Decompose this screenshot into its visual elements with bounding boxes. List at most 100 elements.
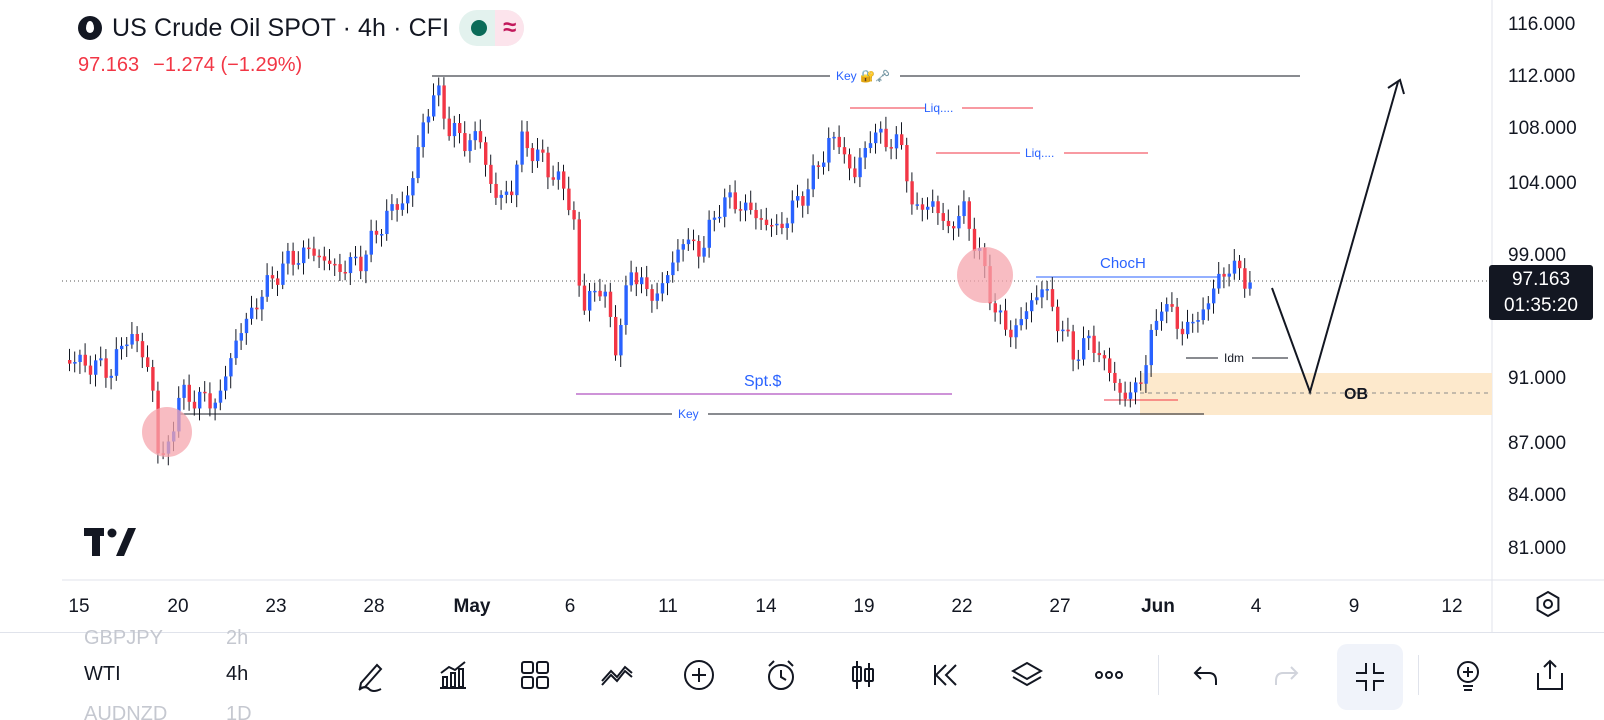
redo-button[interactable] bbox=[1265, 653, 1309, 697]
watchlist-item[interactable]: AUDNZD 1D bbox=[84, 703, 252, 720]
candle-body bbox=[546, 152, 550, 178]
symbol-title[interactable]: US Crude Oil SPOT · 4h · CFI bbox=[112, 13, 450, 42]
candle-body bbox=[520, 131, 524, 165]
candle-body bbox=[244, 318, 249, 334]
candle-body bbox=[629, 272, 633, 286]
candle-body bbox=[525, 131, 529, 149]
fullscreen-exit-icon bbox=[1356, 663, 1384, 691]
chart-type-button[interactable] bbox=[841, 653, 885, 697]
candle-body bbox=[68, 360, 72, 364]
candle-body bbox=[884, 128, 888, 148]
watchlist-symbol: GBPJPY bbox=[84, 627, 163, 649]
candle-body bbox=[239, 333, 243, 341]
price-axis[interactable]: 116.000 112.000 108.000 104.000 99.000 9… bbox=[1508, 14, 1577, 559]
candle-body bbox=[770, 225, 774, 227]
pencil-button[interactable] bbox=[349, 653, 393, 697]
projection-path[interactable] bbox=[1271, 81, 1399, 396]
candle-body bbox=[317, 255, 321, 258]
candle-body bbox=[1123, 392, 1127, 399]
candle-body bbox=[931, 201, 935, 207]
price-change-line: 97.163 −1.274 (−1.29%) bbox=[78, 54, 316, 77]
candle-body bbox=[1248, 282, 1252, 289]
candle-body bbox=[291, 250, 295, 265]
marker-circle-right[interactable] bbox=[957, 247, 1013, 303]
time-axis-label: 22 bbox=[951, 596, 972, 617]
price-chart[interactable]: Key 🔐🗝️ Liq.... Liq.... ChocH Idm Spt.$ … bbox=[0, 0, 1604, 632]
candle-body bbox=[941, 213, 945, 221]
candle-body bbox=[494, 183, 498, 198]
replay-button[interactable] bbox=[923, 653, 967, 697]
candle-body bbox=[395, 204, 399, 210]
marker-circle-left[interactable] bbox=[142, 407, 192, 457]
layers-button[interactable] bbox=[1005, 653, 1049, 697]
time-axis[interactable]: 15 20 23 28 May 6 11 14 19 22 27 Jun 4 9… bbox=[68, 596, 1462, 617]
share-button[interactable] bbox=[1528, 653, 1572, 697]
candle-body bbox=[1092, 335, 1096, 353]
alert-button[interactable] bbox=[759, 653, 803, 697]
choch-label[interactable]: ChocH bbox=[1100, 255, 1146, 272]
layouts-button[interactable] bbox=[513, 653, 557, 697]
time-axis-label: 11 bbox=[658, 596, 678, 617]
drawing-tools-button[interactable] bbox=[595, 653, 639, 697]
chart-area[interactable]: Key 🔐🗝️ Liq.... Liq.... ChocH Idm Spt.$ … bbox=[0, 0, 1604, 632]
watchlist-item-active[interactable]: WTI 4h bbox=[84, 663, 248, 686]
candle-body bbox=[718, 216, 722, 219]
candle-body bbox=[515, 164, 519, 196]
candle-body bbox=[686, 239, 691, 245]
candle-body bbox=[286, 250, 290, 264]
candle-body bbox=[125, 344, 129, 347]
spt-label[interactable]: Spt.$ bbox=[744, 373, 781, 390]
candle-body bbox=[702, 247, 706, 257]
status-pill[interactable]: ≈ bbox=[459, 10, 525, 46]
key-top-label[interactable]: Key 🔐🗝️ bbox=[836, 69, 890, 83]
ideas-button[interactable] bbox=[1446, 653, 1490, 697]
key-bottom-label[interactable]: Key bbox=[678, 407, 699, 421]
candle-body bbox=[764, 219, 769, 226]
fullscreen-exit-button[interactable] bbox=[1337, 644, 1403, 710]
ideas-icon bbox=[1457, 661, 1479, 691]
candle-body bbox=[801, 196, 805, 206]
indicators-button[interactable] bbox=[431, 653, 475, 697]
candle-body bbox=[957, 216, 961, 229]
undo-button[interactable] bbox=[1183, 653, 1227, 697]
price-axis-label: 81.000 bbox=[1508, 538, 1566, 559]
candle-body bbox=[962, 201, 966, 217]
candle-body bbox=[858, 157, 862, 178]
candle-body bbox=[499, 194, 503, 198]
candle-body bbox=[187, 384, 191, 402]
candle-body bbox=[374, 230, 379, 235]
candle-body bbox=[879, 128, 883, 133]
candle-body bbox=[1139, 382, 1143, 384]
candles bbox=[68, 77, 1252, 466]
watchlist-item[interactable]: GBPJPY 2h bbox=[84, 627, 248, 650]
chart-settings-icon[interactable] bbox=[1534, 590, 1562, 618]
candle-body bbox=[437, 85, 441, 96]
candle-body bbox=[281, 263, 285, 285]
candle-body bbox=[109, 375, 113, 378]
candle-body bbox=[1201, 309, 1205, 321]
add-icon bbox=[684, 660, 714, 690]
candle-body bbox=[114, 349, 119, 376]
symbol-header[interactable]: US Crude Oil SPOT · 4h · CFI ≈ bbox=[78, 10, 525, 46]
more-button[interactable] bbox=[1087, 653, 1131, 697]
candle-body bbox=[322, 256, 327, 261]
liq1-label[interactable]: Liq.... bbox=[924, 101, 953, 115]
ob-label[interactable]: OB bbox=[1344, 386, 1368, 403]
candle-body bbox=[1165, 304, 1169, 312]
liq2-label[interactable]: Liq.... bbox=[1025, 146, 1054, 160]
market-open-dot-icon bbox=[471, 20, 488, 36]
drawing-tools-icon bbox=[601, 665, 633, 686]
candle-body bbox=[1206, 303, 1211, 310]
candle-body bbox=[1217, 273, 1221, 289]
candle-body bbox=[1196, 320, 1200, 322]
candle-body bbox=[874, 132, 878, 144]
candle-body bbox=[728, 192, 732, 198]
candle-body bbox=[1186, 321, 1190, 335]
idm-label[interactable]: Idm bbox=[1224, 351, 1244, 365]
add-button[interactable] bbox=[677, 653, 721, 697]
candle-body bbox=[749, 202, 753, 210]
ob-zone[interactable] bbox=[1140, 373, 1492, 415]
candle-body bbox=[1160, 311, 1164, 321]
candle-body bbox=[1035, 297, 1039, 301]
candle-body bbox=[645, 277, 649, 290]
